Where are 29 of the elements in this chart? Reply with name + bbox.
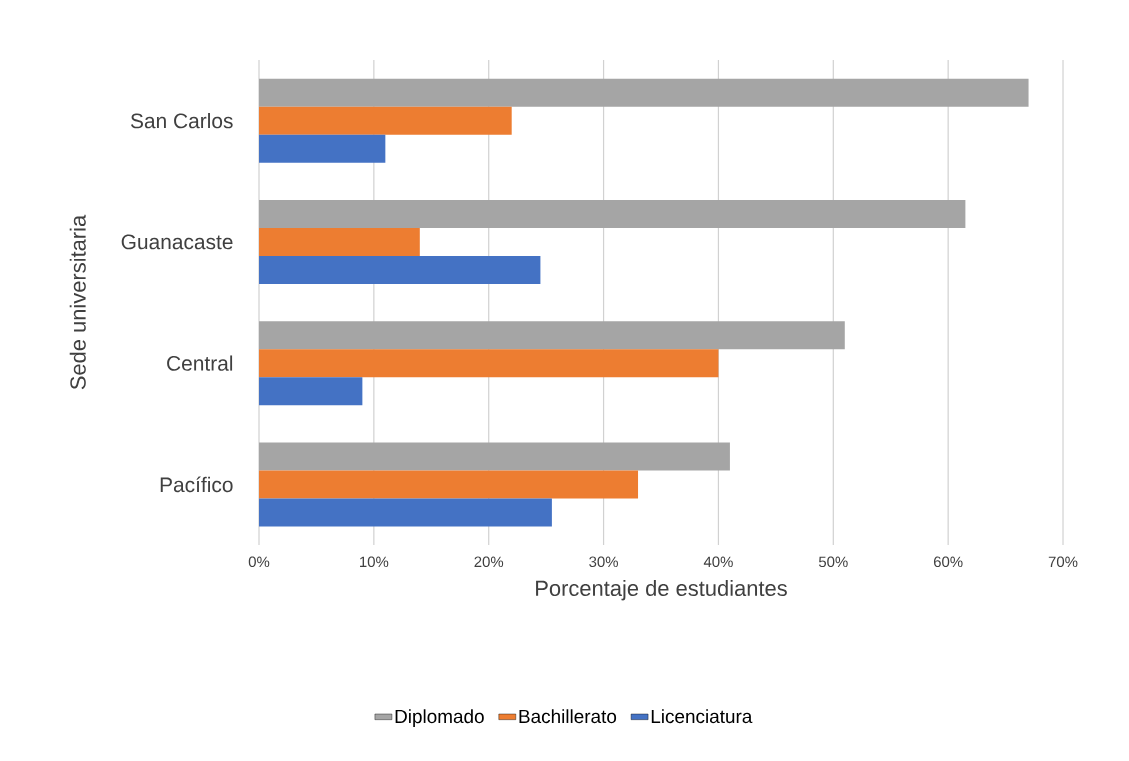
x-tick-label: 20% [474,556,504,568]
y-tick-label: Guanacaste [121,234,233,250]
bar [259,321,845,350]
x-tick-label: 0% [248,556,270,568]
x-tick-label: 30% [589,556,618,568]
y-tick-label: Central [167,355,233,371]
y-tick-label: San Carlos [130,112,233,129]
bar [259,78,1029,107]
x-tick-label: 60% [933,556,963,568]
legend-label: Licenciatura [651,709,753,724]
x-axis-title: Porcentaje de estudiantes [536,579,787,601]
legend-label: Diplomado [395,709,484,727]
bar [259,106,512,135]
bar [259,227,420,256]
bar [259,199,966,228]
bar [259,498,552,527]
y-tick-label: Pacífico [160,476,233,493]
bar [259,134,386,163]
bar [259,349,719,378]
legend-label: Bachillerato [519,709,617,724]
x-tick-label: 40% [703,556,733,568]
bar [259,377,363,406]
bar [259,255,541,284]
bar [259,470,639,499]
x-tick-label: 70% [1048,556,1078,568]
y-axis-title: Sede universitaria [69,214,86,390]
x-tick-label: 50% [818,556,848,568]
bar [259,442,730,471]
x-tick-label: 10% [360,556,389,568]
